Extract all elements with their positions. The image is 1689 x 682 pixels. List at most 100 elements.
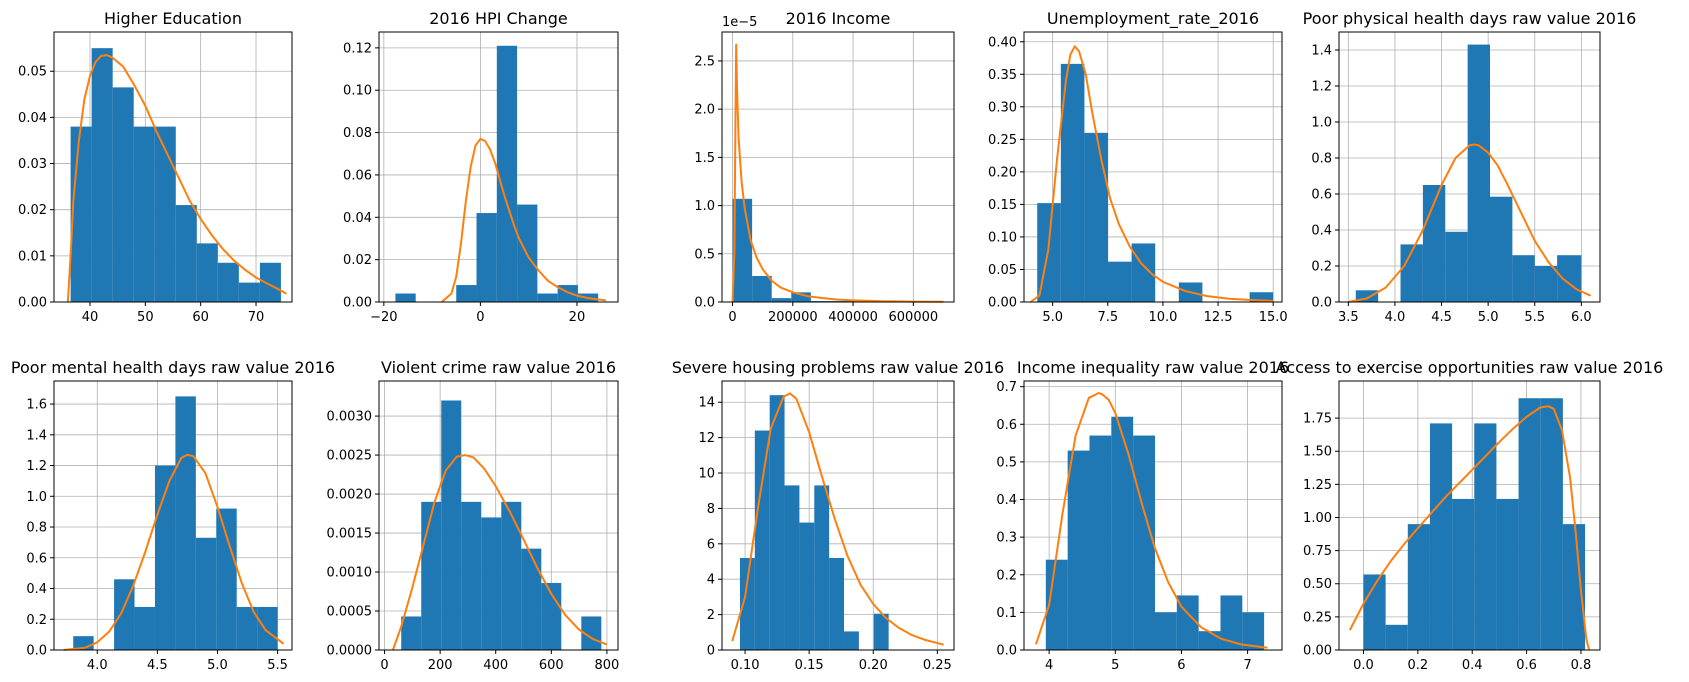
histogram-bar <box>1111 416 1134 650</box>
x-tick-label: 40 <box>82 310 99 325</box>
density-curve <box>731 392 944 646</box>
axes-frame <box>53 31 293 303</box>
y-tick-label: 0.12 <box>343 41 372 56</box>
y-tick-label: 1.25 <box>1303 478 1332 493</box>
histogram-bar <box>814 485 830 650</box>
x-tick-label: 70 <box>248 310 265 325</box>
histogram-bar <box>1452 498 1475 650</box>
histogram-bar <box>771 298 792 302</box>
histogram-bar <box>133 126 155 302</box>
x-tick-label: −20 <box>370 310 397 325</box>
histogram-bar <box>1557 255 1582 302</box>
y-tick-label: 1.2 <box>1311 80 1332 95</box>
y-tick-label: 0.5 <box>694 247 715 262</box>
histogram-bar <box>844 631 859 650</box>
y-tick-label: 0.4 <box>26 582 47 597</box>
histogram-bar <box>521 548 542 650</box>
y-tick-label: 0.7 <box>996 380 1017 395</box>
histogram-bar <box>1534 266 1558 302</box>
x-tick-label: 0 <box>380 658 388 673</box>
x-tick-label: 6.0 <box>1571 310 1592 325</box>
chart-title: 2016 Income <box>786 9 891 28</box>
chart-title: Income inequality raw value 2016 <box>1017 358 1289 377</box>
chart-title: Violent crime raw value 2016 <box>381 358 616 377</box>
y-tick-label: 0.2 <box>1311 260 1332 275</box>
y-tick-label: 0.01 <box>18 249 47 264</box>
axes-frame <box>1338 31 1601 303</box>
y-tick-label: 0.8 <box>1311 152 1332 167</box>
y-tick-label: 0.2 <box>996 568 1017 583</box>
x-tick-label: 5 <box>1111 658 1119 673</box>
histogram-bar <box>784 485 800 650</box>
histogram-bar <box>91 48 113 303</box>
chart-panel-10: 0.0 0.2 0.4 0.6 0.8 0.00 0.25 0.50 0.75 1.00 1.25 1… <box>1276 358 1664 673</box>
y-tick-label: 12 <box>698 431 715 446</box>
histogram-bar <box>1176 595 1199 650</box>
histogram-bars <box>732 198 929 302</box>
y-tick-label: 0.0020 <box>327 488 373 503</box>
x-tick-label: 5.0 <box>1478 310 1499 325</box>
axes-frame <box>1338 380 1601 651</box>
density-curve <box>1348 405 1591 651</box>
histogram-bars <box>70 48 281 303</box>
y-tick-label: 0.10 <box>343 84 372 99</box>
y-tick-label: 1.0 <box>26 490 47 505</box>
y-tick-label: 0.00 <box>1303 644 1332 659</box>
axes-frame <box>721 31 955 303</box>
histogram-bar <box>259 262 281 302</box>
histogram-bar <box>461 501 482 650</box>
y-tick-label: 0.75 <box>1303 544 1332 559</box>
histogram-bar <box>1474 423 1497 650</box>
axes-frame <box>378 31 619 303</box>
histogram-bar <box>217 262 239 302</box>
chart-panel-2: −20 0 20 0.00 0.02 0.04 0.06 0.08 0.10 0.12 2016 H… <box>343 9 619 325</box>
y-tick-label: 2.0 <box>694 103 715 118</box>
histogram-bar <box>456 285 477 302</box>
histogram-bars <box>1045 416 1265 650</box>
y-tick-label: 0.5 <box>996 455 1017 470</box>
y-tick-label: 0.4 <box>1311 224 1332 239</box>
x-tick-label: 0 <box>476 310 484 325</box>
y-tick-label: 0.25 <box>1303 610 1332 625</box>
chart-panel-4: 5.0 7.5 10.0 12.5 15.0 0.00 0.05 0.10 0.15 0.20 0.… <box>988 9 1288 325</box>
y-tick-label: 1.5 <box>694 151 715 166</box>
y-tick-label: 0.20 <box>988 165 1017 180</box>
chart-panel-8: 0.10 0.15 0.20 0.25 0 2 4 6 8 10 12 14 Severe housin… <box>672 358 1004 673</box>
density-curve <box>1348 143 1592 303</box>
density-curve <box>63 453 285 651</box>
x-tick-label: 0.25 <box>923 658 952 673</box>
histogram-bar <box>196 243 218 302</box>
histogram-bar <box>481 517 502 650</box>
histogram-bar <box>114 579 135 650</box>
y-tick-label: 0.04 <box>18 111 47 126</box>
y-tick-label: 0.0015 <box>327 527 373 542</box>
histogram-bar <box>496 45 518 302</box>
y-tick-label: 0.0030 <box>327 410 373 425</box>
histogram-bar <box>70 126 92 302</box>
histogram-bar <box>1467 44 1491 302</box>
axes-frame <box>721 380 955 651</box>
y-tick-label: 0 <box>707 644 715 659</box>
histogram-bars <box>401 400 602 650</box>
histogram-bar <box>395 293 416 302</box>
y-tick-label: 0.35 <box>988 68 1017 83</box>
histogram-bar <box>1154 612 1177 650</box>
axes-frame <box>53 380 293 651</box>
chart-title: Poor mental health days raw value 2016 <box>11 358 335 377</box>
y-tick-label: 0.0 <box>694 296 715 311</box>
histogram-bar <box>1385 624 1408 650</box>
y-tick-label: 0.6 <box>1311 188 1332 203</box>
y-tick-label: 0.3 <box>996 531 1017 546</box>
y-tick-label: 0.0005 <box>327 605 373 620</box>
y-tick-label: 0.50 <box>1303 577 1332 592</box>
y-tick-label: 0.05 <box>988 263 1017 278</box>
histogram-bar <box>1490 196 1513 302</box>
histogram-bar <box>1407 524 1430 650</box>
y-tick-label: 0.02 <box>343 253 372 268</box>
histogram-bars <box>1037 63 1274 302</box>
x-tick-label: 800 <box>594 658 619 673</box>
histogram-bar <box>1496 498 1519 650</box>
x-tick-label: 0 <box>728 310 736 325</box>
y-tick-label: 1.4 <box>26 428 47 443</box>
y-tick-label: 0.10 <box>988 230 1017 245</box>
